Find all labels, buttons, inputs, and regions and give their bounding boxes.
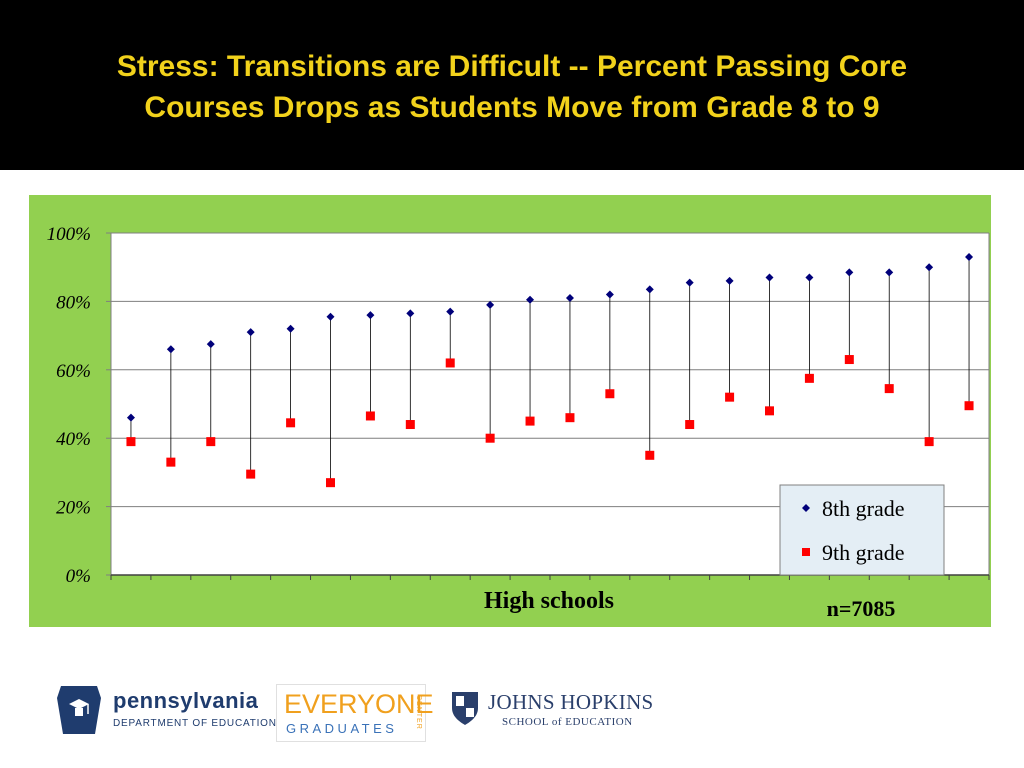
graduates-wordmark: GRADUATES — [286, 721, 398, 736]
point-8th-grade — [206, 340, 215, 349]
point-8th-grade — [526, 295, 535, 304]
pennsylvania-wordmark: pennsylvania — [113, 688, 259, 713]
connectors — [130, 256, 970, 483]
point-9th-grade — [326, 478, 335, 488]
point-8th-grade — [845, 268, 854, 277]
school-of-education-wordmark: SCHOOL of EDUCATION — [502, 716, 633, 728]
x-tick-marks — [110, 575, 990, 580]
logo-footer: pennsylvania DEPARTMENT OF EDUCATION EVE… — [0, 670, 1024, 750]
y-tick-label: 60% — [56, 361, 91, 382]
legend: 8th grade 9th grade — [779, 484, 945, 576]
point-9th-grade — [126, 437, 136, 447]
title-line-2: Courses Drops as Students Move from Grad… — [144, 91, 880, 124]
point-9th-grade — [844, 355, 854, 365]
point-8th-grade — [166, 345, 175, 354]
point-9th-grade — [286, 418, 296, 428]
point-8th-grade — [126, 413, 135, 422]
point-8th-grade — [565, 293, 574, 302]
everyone-wordmark: EVERYONE — [284, 689, 434, 719]
x-axis-label: High schools — [484, 588, 614, 614]
legend-box — [779, 484, 945, 576]
series-markers — [126, 252, 974, 488]
pennsylvania-logo: pennsylvania DEPARTMENT OF EDUCATION — [55, 684, 276, 736]
point-8th-grade — [286, 324, 295, 333]
center-wordmark: CENTER — [415, 695, 422, 730]
point-9th-grade — [525, 416, 535, 426]
y-tick-label: 100% — [47, 224, 91, 245]
point-9th-grade — [725, 392, 735, 402]
y-tick-labels: 0% 20% 40% 60% 80% 100% — [47, 224, 91, 587]
point-9th-grade — [405, 420, 415, 430]
point-8th-grade — [446, 307, 455, 316]
point-8th-grade — [765, 273, 774, 282]
title-bar: Stress: Transitions are Difficult -- Per… — [0, 0, 1024, 170]
everyone-graduates-logo: EVERYONE GRADUATES CENTER — [276, 684, 434, 742]
y-tick-label: 0% — [66, 566, 91, 587]
point-9th-grade — [485, 433, 495, 443]
y-tick-label: 80% — [56, 292, 91, 313]
y-tick-label: 20% — [56, 498, 91, 519]
point-9th-grade — [445, 358, 455, 368]
point-8th-grade — [685, 278, 694, 287]
point-9th-grade — [964, 401, 974, 411]
title-line-1: Stress: Transitions are Difficult -- Per… — [116, 50, 908, 83]
point-9th-grade — [166, 457, 176, 467]
chart-area: 0% 20% 40% 60% 80% 100% High schools n=7085 8… — [29, 195, 991, 627]
point-8th-grade — [805, 273, 814, 282]
sample-size-annotation: n=7085 — [827, 596, 896, 621]
point-8th-grade — [965, 252, 974, 261]
point-8th-grade — [645, 285, 654, 294]
point-8th-grade — [326, 312, 335, 321]
shield-icon — [452, 692, 478, 725]
legend-9th-grade-label: 9th grade — [822, 540, 904, 565]
point-8th-grade — [725, 276, 734, 285]
point-9th-grade — [206, 437, 216, 447]
point-8th-grade — [246, 328, 255, 337]
legend-8th-grade-label: 8th grade — [822, 496, 904, 521]
point-8th-grade — [486, 300, 495, 309]
point-9th-grade — [884, 384, 894, 394]
point-9th-grade — [804, 373, 814, 383]
point-9th-grade — [565, 413, 575, 423]
point-9th-grade — [924, 437, 934, 447]
point-8th-grade — [925, 263, 934, 272]
point-9th-grade — [685, 420, 695, 430]
legend-9th-grade-marker — [802, 548, 810, 556]
point-9th-grade — [365, 411, 375, 421]
point-9th-grade — [645, 450, 655, 460]
point-9th-grade — [765, 406, 774, 416]
point-9th-grade — [605, 389, 615, 399]
point-8th-grade — [885, 268, 894, 277]
y-tick-label: 40% — [56, 429, 91, 450]
dumbbell-chart: 0% 20% 40% 60% 80% 100% High schools n=7085 8… — [47, 224, 990, 621]
slide-title: Stress: Transitions are Difficult -- Per… — [32, 46, 992, 128]
point-8th-grade — [406, 309, 415, 318]
johns-hopkins-logo: JOHNS HOPKINS SCHOOL of EDUCATION — [450, 690, 653, 734]
legend-8th-grade-marker — [802, 504, 810, 512]
point-9th-grade — [246, 469, 256, 479]
point-8th-grade — [366, 311, 375, 320]
keystone-icon — [57, 686, 101, 734]
johns-hopkins-wordmark: JOHNS HOPKINS — [488, 690, 654, 714]
department-of-education: DEPARTMENT OF EDUCATION — [113, 718, 277, 729]
point-8th-grade — [605, 290, 614, 299]
